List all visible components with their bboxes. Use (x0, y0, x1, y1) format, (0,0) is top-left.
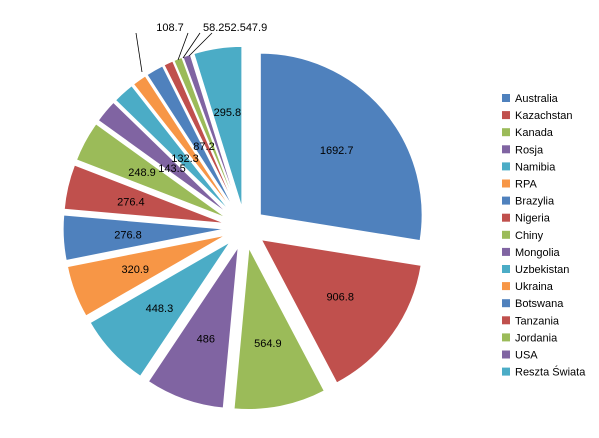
legend-swatch (502, 299, 510, 308)
legend-label-usa: USA (515, 350, 538, 362)
pie-slice-namibia (89, 241, 231, 378)
legend-swatch (502, 316, 510, 325)
legend-swatch (502, 367, 510, 376)
pie-slice-chiny (75, 122, 228, 220)
legend-label-tanzania: Tanzania (515, 315, 560, 327)
data-label-nigeria: 276.4 (117, 196, 145, 208)
legend-swatch (502, 111, 510, 120)
legend-label-nigeria: Nigeria (515, 213, 551, 225)
legend-label-rpa: RPA (515, 179, 537, 191)
legend-label-namibia: Namibia (515, 161, 556, 173)
leader-line (135, 32, 143, 73)
legend-swatch (502, 247, 510, 256)
pie-slice-rosja (147, 246, 239, 409)
legend-swatch (502, 94, 510, 102)
pie-slice-brazylia (62, 214, 226, 262)
pie-slice-australia (259, 52, 423, 242)
legend-label-brazylia: Brazylia (515, 196, 555, 208)
legend-swatch (502, 179, 510, 188)
leader-line (182, 32, 201, 59)
leader-line (188, 32, 213, 57)
data-label-mongolia: 143.5 (158, 163, 186, 175)
leader-line (177, 32, 189, 61)
data-label-ukraina: 87.2 (193, 141, 214, 153)
legend-label-mongolia: Mongolia (515, 247, 561, 259)
data-label-reszta-świata: 295.8 (214, 107, 242, 119)
legend-swatch (502, 282, 510, 291)
pie-slice-ukraina (132, 74, 234, 213)
data-label-botswana: 108.7 (156, 22, 184, 34)
data-label-chiny: 248.9 (128, 167, 156, 179)
leader-lines (135, 32, 213, 73)
legend-label-kanada: Kanada (515, 127, 554, 139)
pie-slice-jordania (173, 56, 239, 210)
pie-slice-kanada (233, 245, 326, 411)
data-label-kanada: 564.9 (254, 338, 282, 350)
pie-slice-kazachstan (260, 238, 422, 384)
legend: Australia Kazachstan Kanada Rosja Namibia RPA… (502, 93, 586, 379)
legend-swatch (502, 196, 510, 205)
legend-swatch (502, 350, 510, 359)
data-label-australia: 1692.7 (320, 145, 354, 157)
legend-swatch (502, 265, 510, 273)
legend-label-uzbekistan: Uzbekistan (515, 264, 569, 276)
pie-slice-botswana (146, 64, 236, 211)
legend-label-australia: Australia (515, 93, 559, 105)
legend-label-ukraina: Ukraina (515, 281, 554, 293)
legend-swatch (502, 230, 510, 239)
pie-slice-rpa (66, 234, 227, 317)
pie-slices (62, 45, 423, 411)
data-label-brazylia: 276.8 (114, 229, 142, 241)
data-label-kazachstan: 906.8 (326, 291, 354, 303)
legend-label-botswana: Botswana (515, 298, 564, 310)
pie-slice-nigeria (63, 164, 226, 225)
legend-swatch (502, 162, 510, 171)
data-label-namibia: 448.3 (146, 303, 174, 315)
legend-label-chiny: Chiny (515, 230, 544, 242)
data-label-rosja: 486 (197, 333, 215, 345)
pie-slice-reszta-świata (193, 45, 243, 209)
legend-swatch (502, 333, 510, 342)
legend-label-reszta-świata: Reszta Świata (515, 366, 586, 379)
legend-swatch (502, 145, 510, 154)
legend-label-rosja: Rosja (515, 144, 544, 156)
legend-swatch (502, 128, 510, 137)
data-label-rpa: 320.9 (122, 264, 150, 276)
legend-swatch (502, 213, 510, 222)
legend-label-jordania: Jordania (515, 332, 558, 344)
pie-slice-uzbekistan (114, 84, 233, 214)
legend-label-kazachstan: Kazachstan (515, 110, 572, 122)
pie-slice-tanzania (163, 60, 238, 211)
data-labels: 1692.7 906.8 564.9 486 448.3 320.9 276.8 276.4 2… (114, 22, 354, 350)
pie-slice-mongolia (97, 101, 231, 216)
data-label-combined: 58.252.547.9 (203, 22, 267, 34)
data-label-uzbekistan: 132.3 (171, 153, 199, 165)
